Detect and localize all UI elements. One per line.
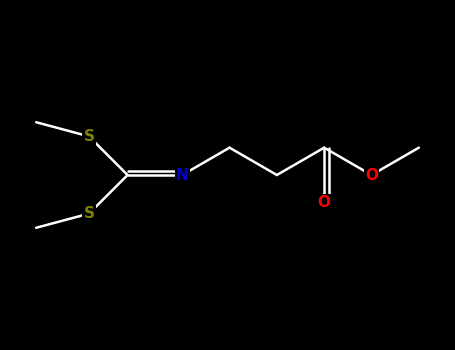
- Text: O: O: [318, 195, 331, 210]
- Text: N: N: [176, 168, 189, 182]
- Text: O: O: [365, 168, 378, 182]
- Text: S: S: [83, 206, 95, 221]
- Text: S: S: [83, 129, 95, 144]
